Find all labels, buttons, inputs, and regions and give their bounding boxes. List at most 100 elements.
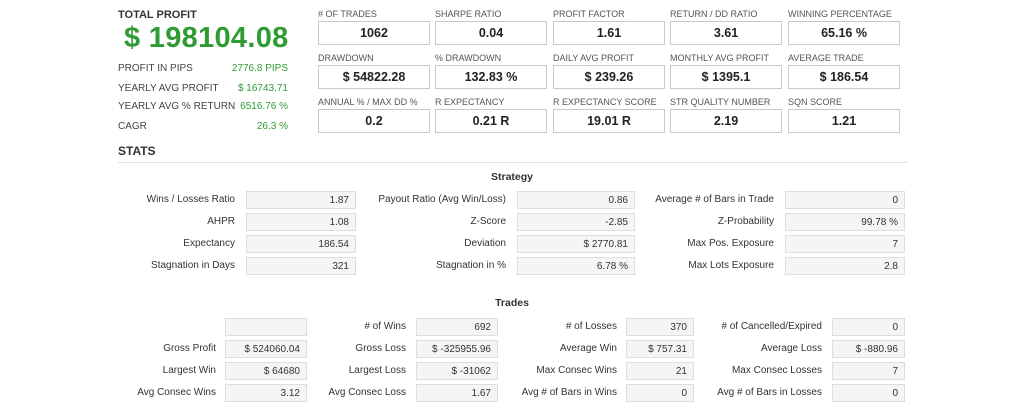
trades-label: Max Consec Losses (731, 365, 822, 376)
trades-value: 21 (626, 362, 694, 380)
strategy-label: Max Pos. Exposure (687, 238, 774, 249)
total-profit-value: $ 198104.08 (124, 22, 289, 54)
trades-value: $ 64680 (225, 362, 307, 380)
trades-value: $ -31062 (416, 362, 498, 380)
summary-row-value: 2776.8 PIPS (231, 63, 288, 74)
trades-label: Largest Win (162, 365, 216, 376)
strategy-label: Payout Ratio (Avg Win/Loss) (378, 194, 506, 205)
trades-value: $ -325955.96 (416, 340, 498, 358)
trades-value: 3.12 (225, 384, 307, 402)
summary-row-value: 6516.76 % (240, 101, 288, 112)
strategy-label: Z-Score (470, 216, 506, 227)
strategy-label: Average # of Bars in Trade (655, 194, 774, 205)
trades-value: $ 757.31 (626, 340, 694, 358)
summary-row-profit-pips: PROFIT IN PIPS 2776.8 PIPS (118, 63, 288, 74)
metric-sqn-score: SQN SCORE 1.21 (788, 96, 900, 133)
metric-value: $ 239.26 (553, 65, 665, 89)
metric-value: 1.21 (788, 109, 900, 133)
metric-average-trade: AVERAGE TRADE $ 186.54 (788, 52, 900, 89)
strategy-label: Z-Probability (717, 216, 774, 227)
strategy-label: Deviation (464, 238, 506, 249)
trades-label: Avg # of Bars in Losses (717, 387, 822, 398)
metric-value: 0.2 (318, 109, 430, 133)
strategy-label: Max Lots Exposure (688, 260, 774, 271)
strategy-value: 1.08 (246, 213, 356, 231)
summary-row-label: YEARLY AVG PROFIT (118, 83, 219, 94)
trades-label: Avg Consec Loss (328, 387, 406, 398)
metric-value: 0.21 R (435, 109, 547, 133)
metric-value: $ 54822.28 (318, 65, 430, 89)
metric-label: % DRAWDOWN (435, 53, 502, 63)
metric-label: SHARPE RATIO (435, 9, 502, 19)
metric-value: 1.61 (553, 21, 665, 45)
trades-label: # of Cancelled/Expired (721, 321, 822, 332)
metric-value: 132.83 % (435, 65, 547, 89)
metric-value: $ 1395.1 (670, 65, 782, 89)
metric-str-quality: STR QUALITY NUMBER 2.19 (670, 96, 782, 133)
summary-row-value: $ 16743.71 (237, 83, 288, 94)
metric-label: PROFIT FACTOR (553, 9, 625, 19)
metric-profit-factor: PROFIT FACTOR 1.61 (553, 8, 665, 45)
trades-value: $ -880.96 (832, 340, 905, 358)
trades-value: 692 (416, 318, 498, 336)
metric-annual-max-dd: ANNUAL % / MAX DD % 0.2 (318, 96, 430, 133)
summary-row-cagr: CAGR 26.3 % (118, 121, 288, 132)
metric-trades: # OF TRADES 1062 (318, 8, 430, 45)
trades-label: # of Wins (364, 321, 406, 332)
strategy-label: Stagnation in % (435, 260, 506, 271)
metric-value: 0.04 (435, 21, 547, 45)
metric-r-expectancy: R EXPECTANCY 0.21 R (435, 96, 547, 133)
metric-winning-pct: WINNING PERCENTAGE 65.16 % (788, 8, 900, 45)
strategy-value: 1.87 (246, 191, 356, 209)
summary-row-label: YEARLY AVG % RETURN (118, 101, 236, 112)
stats-title: STATS (118, 144, 156, 158)
strategy-value: 186.54 (246, 235, 356, 253)
summary-row-label: PROFIT IN PIPS (118, 63, 193, 74)
metric-value: 19.01 R (553, 109, 665, 133)
trades-label: # of Losses (565, 321, 617, 332)
metric-value: $ 186.54 (788, 65, 900, 89)
trades-value: 1.67 (416, 384, 498, 402)
trades-value: 0 (832, 318, 905, 336)
metric-value: 3.61 (670, 21, 782, 45)
metric-label: R EXPECTANCY (435, 97, 505, 107)
trades-label: Gross Profit (163, 343, 216, 354)
metric-label: DRAWDOWN (318, 53, 374, 63)
metric-daily-avg-profit: DAILY AVG PROFIT $ 239.26 (553, 52, 665, 89)
metric-label: R EXPECTANCY SCORE (553, 97, 657, 107)
metric-sharpe: SHARPE RATIO 0.04 (435, 8, 547, 45)
trades-value: 0 (626, 384, 694, 402)
trades-label: Average Loss (761, 343, 822, 354)
trades-value: 7 (832, 362, 905, 380)
strategy-label: Stagnation in Days (151, 260, 235, 271)
trades-label: Max Consec Wins (536, 365, 617, 376)
strategy-label: Expectancy (183, 238, 235, 249)
metric-return-dd: RETURN / DD RATIO 3.61 (670, 8, 782, 45)
trades-label: Largest Loss (348, 365, 406, 376)
metric-label: # OF TRADES (318, 9, 377, 19)
trades-label (100, 318, 216, 336)
total-profit-label: TOTAL PROFIT (118, 9, 197, 21)
trades-value: 370 (626, 318, 694, 336)
summary-row-value: 26.3 % (256, 121, 288, 132)
metric-value: 2.19 (670, 109, 782, 133)
metric-label: AVERAGE TRADE (788, 53, 864, 63)
trades-label: Gross Loss (355, 343, 406, 354)
strategy-label: Wins / Losses Ratio (146, 194, 235, 205)
strategy-value: 99.78 % (785, 213, 905, 231)
metric-label: ANNUAL % / MAX DD % (318, 97, 418, 107)
trades-label: Avg # of Bars in Wins (521, 387, 617, 398)
metric-value: 65.16 % (788, 21, 900, 45)
metric-value: 1062 (318, 21, 430, 45)
trades-title: Trades (495, 297, 529, 309)
trades-label: Avg Consec Wins (137, 387, 216, 398)
strategy-value: $ 2770.81 (517, 235, 635, 253)
metric-label: WINNING PERCENTAGE (788, 9, 892, 19)
strategy-value: 0.86 (517, 191, 635, 209)
strategy-value: 6.78 % (517, 257, 635, 275)
strategy-label: AHPR (207, 216, 235, 227)
stats-divider (118, 162, 908, 163)
trades-value: 0 (832, 384, 905, 402)
metric-label: RETURN / DD RATIO (670, 9, 758, 19)
strategy-value: 321 (246, 257, 356, 275)
